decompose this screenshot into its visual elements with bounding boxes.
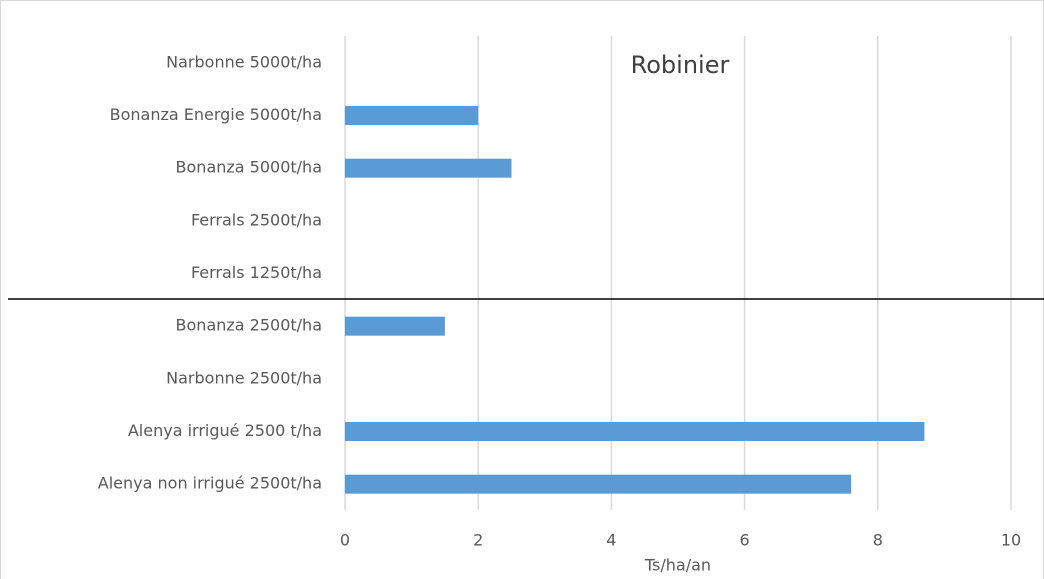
y-tick-label: Alenya irrigué 2500 t/ha	[128, 421, 322, 440]
y-tick-label: Narbonne 2500t/ha	[166, 368, 322, 387]
x-tick-label: 0	[340, 531, 350, 550]
y-tick-label: Ferrals 1250t/ha	[191, 263, 322, 282]
bar	[345, 422, 925, 441]
y-tick-label: Alenya non irrigué 2500t/ha	[98, 474, 322, 493]
y-tick-label: Narbonne 5000t/ha	[166, 52, 322, 71]
y-tick-label: Bonanza 5000t/ha	[176, 158, 322, 177]
y-tick-label: Bonanza Energie 5000t/ha	[110, 105, 322, 124]
x-tick-label: 6	[740, 531, 750, 550]
x-tick-label: 10	[1001, 531, 1021, 550]
x-tick-label: 4	[606, 531, 616, 550]
y-tick-label: Bonanza 2500t/ha	[176, 316, 322, 335]
x-axis-label: Ts/ha/an	[644, 556, 711, 575]
y-tick-label: Ferrals 2500t/ha	[191, 210, 322, 229]
bar	[345, 158, 512, 178]
bar	[345, 316, 445, 336]
bar	[345, 106, 479, 125]
bar	[345, 474, 852, 494]
chart-title: Robinier	[631, 51, 730, 79]
x-tick-label: 8	[873, 531, 883, 550]
x-tick-label: 2	[473, 531, 483, 550]
